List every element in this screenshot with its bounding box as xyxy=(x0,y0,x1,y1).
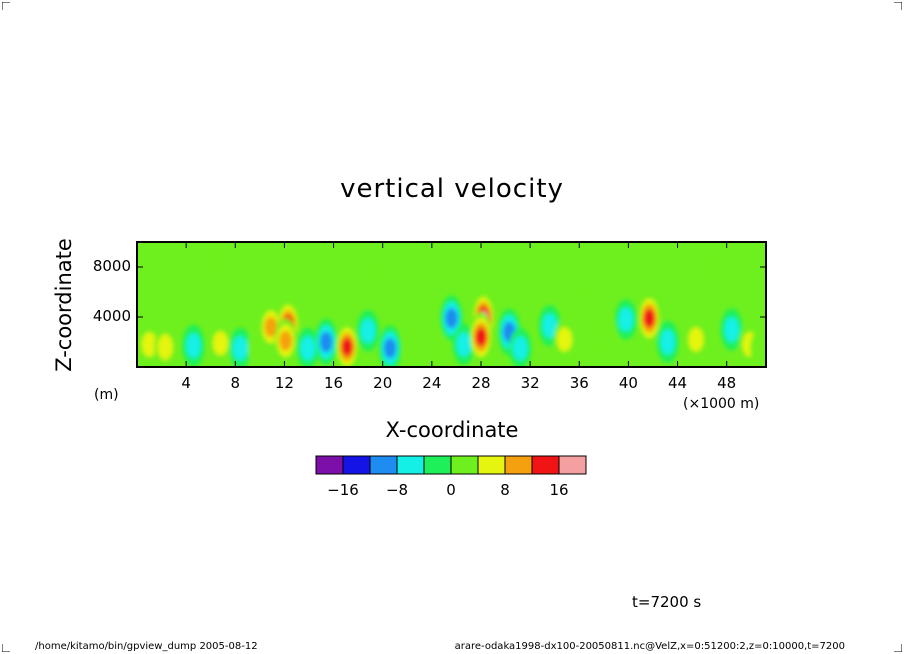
colorbar-swatch xyxy=(477,455,506,475)
colorbar-label: −8 xyxy=(385,481,409,499)
heatmap-cell xyxy=(279,330,292,351)
heatmap-cell xyxy=(199,242,222,279)
colorbar-label: 16 xyxy=(549,481,569,499)
x-tick-label: 40 xyxy=(618,374,638,392)
colorbar-swatch xyxy=(531,455,560,475)
x-tick-label: 8 xyxy=(230,374,241,392)
heatmap-cell xyxy=(445,308,458,329)
colorbar-label: −16 xyxy=(327,481,359,499)
heatmap-cell xyxy=(750,328,766,367)
heatmap-cell xyxy=(595,315,618,354)
heatmap-cell xyxy=(232,336,248,361)
footer-right: arare-odaka1998-dx100-20050811.nc@VelZ,x… xyxy=(454,641,845,652)
heatmap-cell xyxy=(557,327,573,352)
x-tick-label: 36 xyxy=(569,374,589,392)
colorbar-swatch xyxy=(423,455,452,475)
x-tick-label: 4 xyxy=(181,374,191,392)
colorbar-swatch xyxy=(504,455,533,475)
colorbar-swatch xyxy=(450,455,479,475)
plot-frame xyxy=(136,241,767,368)
heatmap-cell xyxy=(643,309,656,328)
heatmap-cell xyxy=(213,331,229,356)
x-tick-label: 24 xyxy=(422,374,442,392)
x-tick-label: 44 xyxy=(668,374,688,392)
chart-title: vertical velocity xyxy=(340,174,564,204)
heatmap-cell xyxy=(688,327,704,352)
heatmap-cell xyxy=(186,333,202,359)
colorbar-label: 0 xyxy=(446,481,456,499)
y-axis-unit: (m) xyxy=(94,387,119,403)
heatmap-cell xyxy=(264,316,278,338)
time-label: t=7200 s xyxy=(632,593,702,611)
heatmap-cell xyxy=(724,316,740,343)
heatmap-field xyxy=(137,242,766,367)
heatmap-cell xyxy=(425,331,448,367)
x-tick-label: 20 xyxy=(373,374,393,392)
colorbar-swatch xyxy=(558,455,587,475)
y-tick-label: 4000 xyxy=(92,307,131,325)
heatmap-cell xyxy=(365,252,388,292)
colorbar xyxy=(315,455,587,475)
x-tick-label: 48 xyxy=(717,374,737,392)
x-tick-label: 16 xyxy=(324,374,344,392)
heatmap-cell xyxy=(383,338,397,359)
heatmap-cell xyxy=(300,336,316,361)
heatmap-cell xyxy=(618,307,634,332)
heatmap-cell xyxy=(542,313,558,338)
colorbar-swatch xyxy=(342,455,371,475)
heatmap-cell xyxy=(403,323,426,363)
heatmap-cells xyxy=(138,242,766,367)
y-axis-ticks xyxy=(137,266,766,318)
x-tick-label: 32 xyxy=(520,374,540,392)
heatmap-cell xyxy=(141,332,157,357)
footer-left: /home/kitamo/bin/gpview_dump 2005-08-12 xyxy=(35,641,258,652)
heatmap-cell xyxy=(341,337,353,357)
colorbar-swatch xyxy=(369,455,398,475)
heatmap-cell xyxy=(456,332,472,357)
x-tick-label: 28 xyxy=(471,374,491,392)
heatmap-cell xyxy=(360,318,376,343)
heatmap-cell xyxy=(697,245,720,284)
heatmap-cell xyxy=(475,327,487,347)
y-tick-label: 8000 xyxy=(92,257,131,275)
x-tick-label: 12 xyxy=(274,374,294,392)
x-axis-ticks xyxy=(185,242,728,367)
heatmap-cell xyxy=(660,329,676,355)
heatmap-cell xyxy=(319,331,333,353)
x-axis-unit: (×1000 m) xyxy=(683,396,760,412)
x-axis-label: X-coordinate xyxy=(385,418,519,442)
heatmap-cell xyxy=(569,275,592,314)
heatmap-cell xyxy=(512,336,528,361)
heatmap-cell xyxy=(157,334,173,360)
colorbar-label: 8 xyxy=(500,481,510,499)
colorbar-swatch xyxy=(315,455,344,475)
colorbar-swatch xyxy=(396,455,425,475)
